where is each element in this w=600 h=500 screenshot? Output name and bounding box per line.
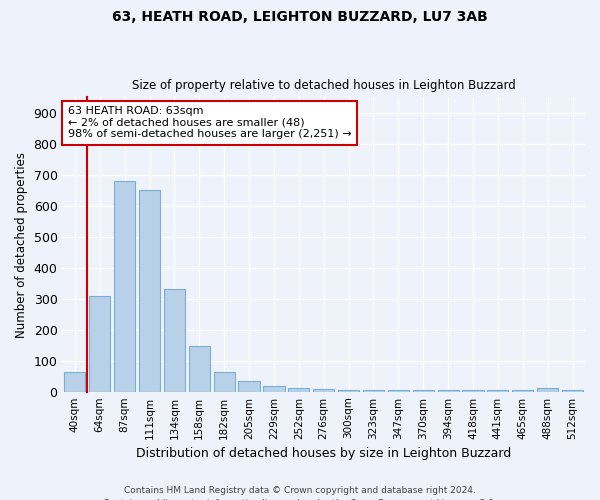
Text: 63 HEATH ROAD: 63sqm
← 2% of detached houses are smaller (48)
98% of semi-detach: 63 HEATH ROAD: 63sqm ← 2% of detached ho… (68, 106, 351, 140)
Y-axis label: Number of detached properties: Number of detached properties (15, 152, 28, 338)
Bar (388, 390, 409, 392)
Bar (313, 388, 334, 392)
X-axis label: Distribution of detached houses by size in Leighton Buzzard: Distribution of detached houses by size … (136, 447, 511, 460)
Text: Contains public sector information licensed under the Open Government Licence v3: Contains public sector information licen… (103, 498, 497, 500)
Bar (64, 372, 85, 392)
Bar (263, 386, 284, 392)
Bar (537, 388, 558, 392)
Bar (89, 296, 110, 392)
Bar (363, 390, 384, 392)
Bar (512, 390, 533, 392)
Bar (338, 390, 359, 392)
Bar (487, 390, 508, 392)
Bar (437, 390, 459, 392)
Bar (189, 346, 210, 392)
Bar (288, 388, 310, 392)
Bar (562, 390, 583, 392)
Title: Size of property relative to detached houses in Leighton Buzzard: Size of property relative to detached ho… (132, 79, 515, 92)
Text: 63, HEATH ROAD, LEIGHTON BUZZARD, LU7 3AB: 63, HEATH ROAD, LEIGHTON BUZZARD, LU7 3A… (112, 10, 488, 24)
Bar (413, 390, 434, 392)
Bar (164, 290, 185, 392)
Bar (139, 190, 160, 392)
Bar (214, 372, 235, 392)
Bar (114, 181, 135, 392)
Bar (238, 381, 260, 392)
Text: Contains HM Land Registry data © Crown copyright and database right 2024.: Contains HM Land Registry data © Crown c… (124, 486, 476, 495)
Bar (463, 390, 484, 392)
